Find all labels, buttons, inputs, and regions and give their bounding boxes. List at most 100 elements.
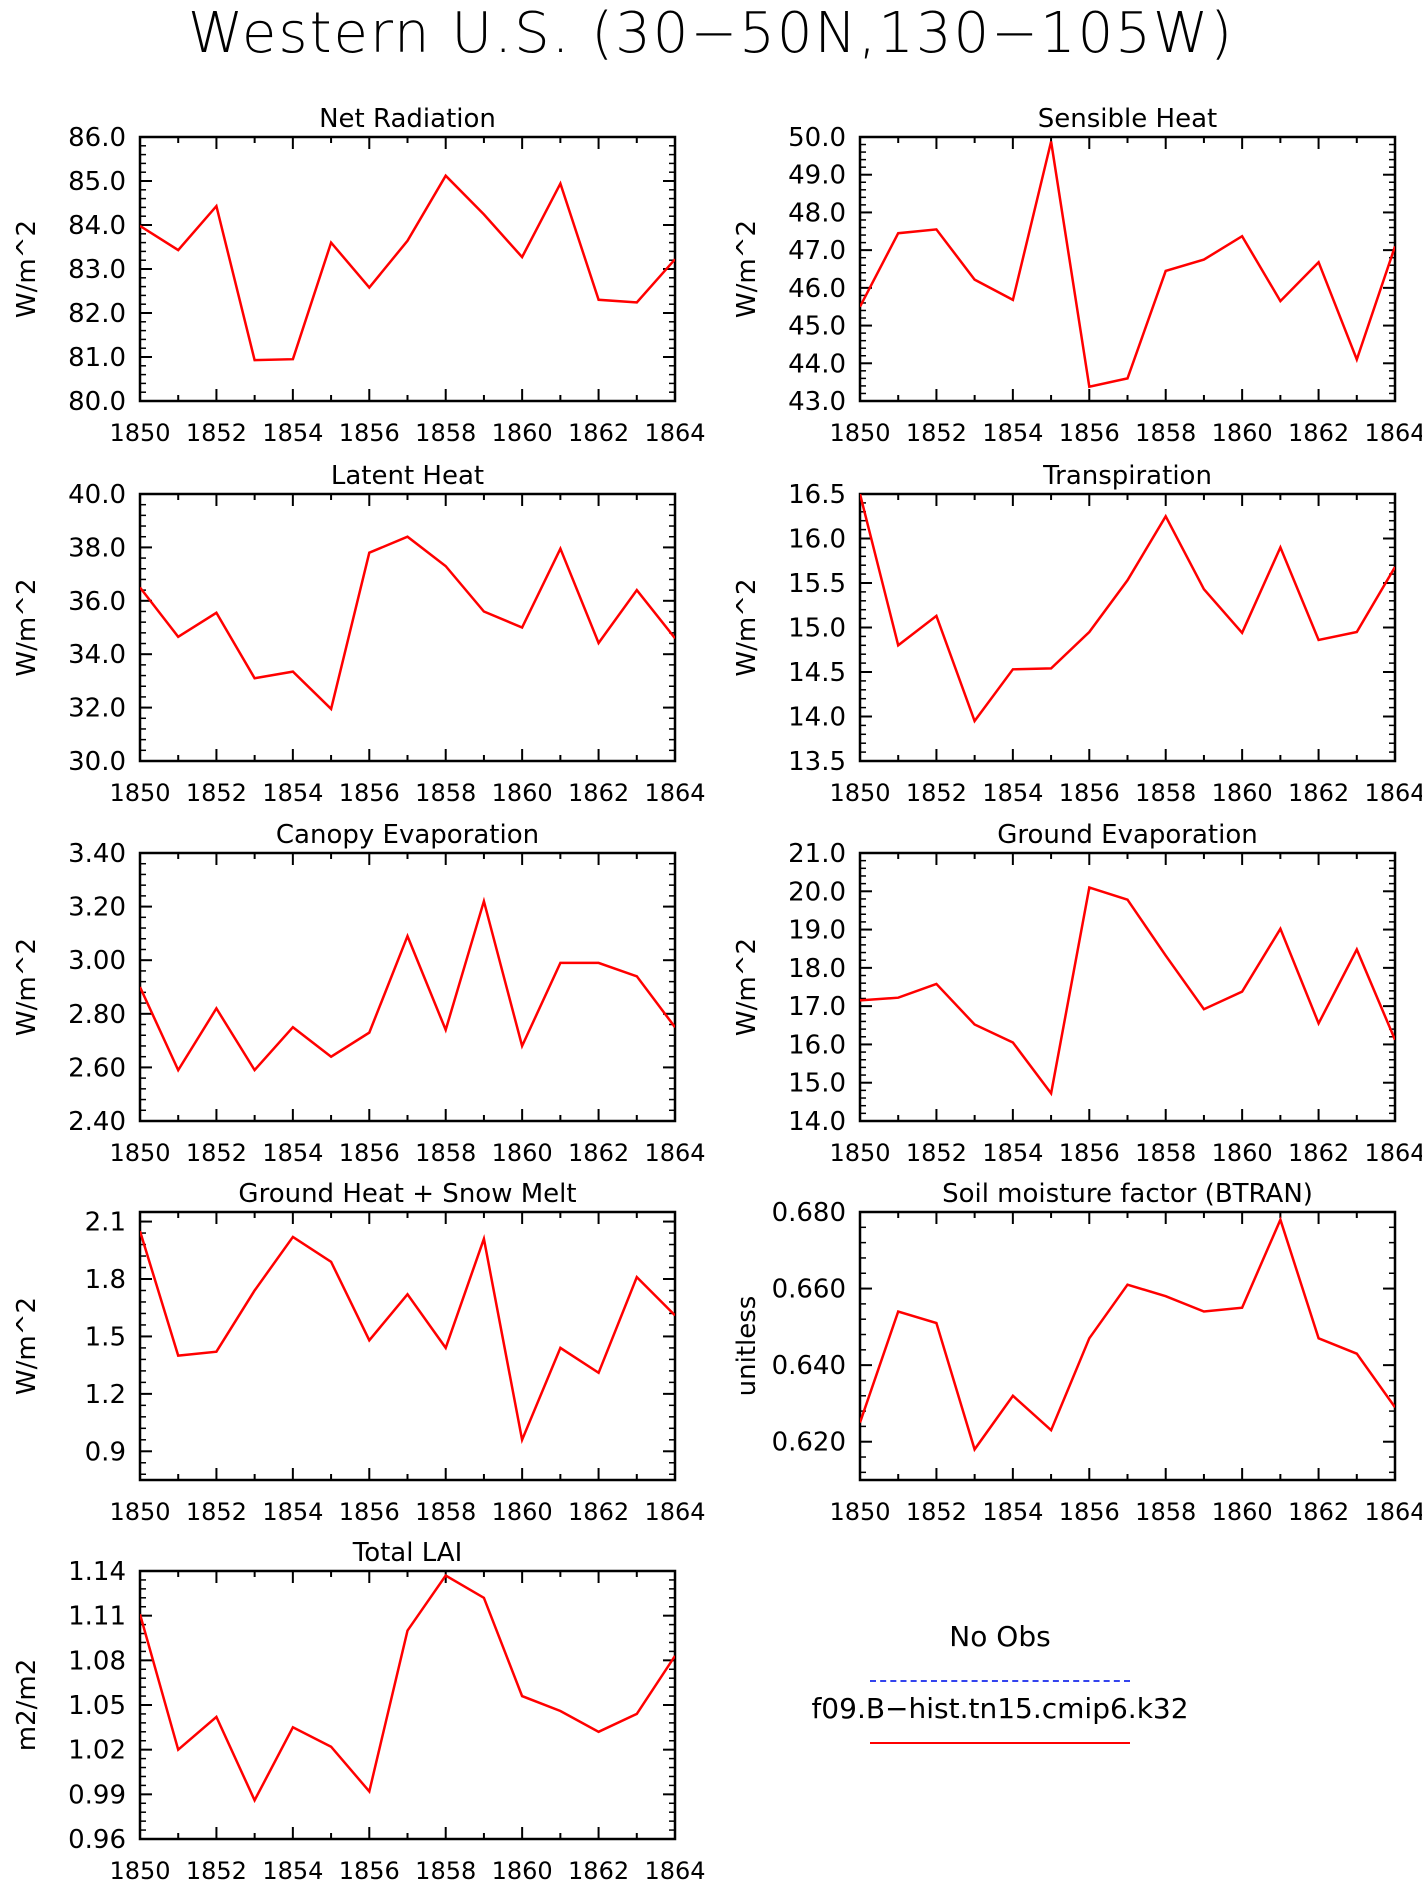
- y-tick-label: 16.0: [788, 1030, 846, 1060]
- y-tick-label: 15.0: [788, 614, 846, 644]
- y-tick-label: 3.20: [68, 893, 126, 923]
- y-tick-label: 45.0: [788, 312, 846, 342]
- y-tick-label: 84.0: [68, 211, 126, 241]
- y-tick-label: 15.0: [788, 1069, 846, 1099]
- plot-frame: [858, 135, 1397, 403]
- y-tick-label: 2.80: [68, 1000, 126, 1030]
- y-tick-label: 81.0: [68, 343, 126, 373]
- y-axis-label: m2/m2: [12, 1659, 42, 1752]
- x-tick-label: 1856: [339, 1498, 400, 1526]
- x-tick-label: 1860: [492, 1139, 553, 1167]
- y-tick-label: 49.0: [788, 161, 846, 191]
- x-tick-label: 1850: [109, 779, 170, 807]
- legend: No Obs f09.B−hist.tn15.cmip6.k32: [740, 1620, 1260, 1760]
- x-tick-label: 1854: [262, 779, 323, 807]
- x-tick-label: 1862: [568, 1857, 629, 1885]
- y-tick-label: 44.0: [788, 349, 846, 379]
- chart-panel-1: 1850 1852 1854 1856 1858 1860 1862 1864 80.0 81.0…: [12, 104, 706, 447]
- x-tick-label: 1864: [644, 1498, 705, 1526]
- y-tick-label: 18.0: [788, 954, 846, 984]
- series-line: [140, 173, 675, 362]
- x-tick-label: 1852: [186, 419, 247, 447]
- chart-panel-6: 1850 1852 1854 1856 1858 1860 1862 1864 14.0 15.0…: [732, 820, 1422, 1167]
- x-tick-label: 1862: [568, 1139, 629, 1167]
- y-tick-label: 14.0: [788, 703, 846, 733]
- x-tick-label: 1854: [262, 419, 323, 447]
- x-tick-label: 1850: [109, 1139, 170, 1167]
- series-line: [860, 885, 1395, 1097]
- x-tick-label: 1856: [339, 779, 400, 807]
- plot-frame: [858, 1210, 1397, 1482]
- y-tick-label: 47.0: [788, 236, 846, 266]
- x-tick-label: 1850: [829, 1139, 890, 1167]
- y-tick-label: 0.640: [772, 1351, 846, 1381]
- x-tick-label: 1850: [829, 1498, 890, 1526]
- y-tick-label: 17.0: [788, 992, 846, 1022]
- y-tick-label: 0.96: [68, 1825, 126, 1855]
- chart-title: Canopy Evaporation: [276, 820, 539, 850]
- y-tick-label: 0.99: [68, 1780, 126, 1810]
- x-tick-label: 1852: [186, 1498, 247, 1526]
- x-tick-label: 1864: [1364, 1139, 1422, 1167]
- y-tick-label: 1.14: [68, 1557, 126, 1587]
- y-axis-label: W/m^2: [12, 1297, 42, 1395]
- x-tick-label: 1864: [1364, 779, 1422, 807]
- x-tick-label: 1852: [906, 1498, 967, 1526]
- x-tick-label: 1852: [186, 1857, 247, 1885]
- y-tick-label: 38.0: [68, 533, 126, 563]
- x-tick-label: 1850: [109, 1498, 170, 1526]
- y-tick-label: 43.0: [788, 387, 846, 417]
- x-tick-label: 1854: [982, 779, 1043, 807]
- y-tick-label: 86.0: [68, 123, 126, 153]
- y-tick-label: 2.60: [68, 1053, 126, 1083]
- x-tick-label: 1854: [982, 1498, 1043, 1526]
- y-tick-label: 2.40: [68, 1107, 126, 1137]
- legend-line-obs: [870, 1680, 1130, 1682]
- series-line: [140, 1230, 675, 1445]
- y-tick-label: 15.5: [788, 569, 846, 599]
- legend-label-model: f09.B−hist.tn15.cmip6.k32: [811, 1692, 1189, 1725]
- x-tick-label: 1854: [982, 1139, 1043, 1167]
- chart-title: Sensible Heat: [1038, 104, 1217, 134]
- x-tick-label: 1858: [1135, 779, 1196, 807]
- series-line: [860, 1216, 1395, 1453]
- y-tick-label: 0.9: [85, 1437, 126, 1467]
- x-tick-label: 1858: [415, 779, 476, 807]
- chart-title: Latent Heat: [331, 461, 484, 491]
- x-tick-label: 1860: [1212, 1139, 1273, 1167]
- y-tick-label: 14.5: [788, 658, 846, 688]
- x-tick-label: 1850: [109, 1857, 170, 1885]
- y-tick-label: 36.0: [68, 587, 126, 617]
- y-tick-label: 16.0: [788, 525, 846, 555]
- x-tick-label: 1864: [644, 1857, 705, 1885]
- plot-frame: [138, 135, 677, 403]
- x-tick-label: 1854: [982, 419, 1043, 447]
- x-tick-label: 1860: [492, 419, 553, 447]
- x-tick-label: 1858: [415, 1139, 476, 1167]
- y-tick-label: 14.0: [788, 1107, 846, 1137]
- x-tick-label: 1858: [415, 1498, 476, 1526]
- series-line: [860, 494, 1395, 724]
- x-tick-label: 1854: [262, 1139, 323, 1167]
- x-tick-label: 1856: [339, 1139, 400, 1167]
- x-tick-label: 1862: [568, 1498, 629, 1526]
- x-tick-label: 1860: [1212, 779, 1273, 807]
- chart-panel-5: 1850 1852 1854 1856 1858 1860 1862 1864 2.40 2.60…: [12, 820, 706, 1167]
- y-axis-label: unitless: [732, 1296, 762, 1397]
- chart-title: Transpiration: [1042, 461, 1212, 491]
- chart-title: Ground Heat + Snow Melt: [238, 1179, 576, 1209]
- y-tick-label: 1.11: [68, 1602, 126, 1632]
- x-tick-label: 1852: [186, 779, 247, 807]
- x-tick-label: 1856: [1059, 1498, 1120, 1526]
- x-tick-label: 1858: [1135, 1498, 1196, 1526]
- x-tick-label: 1862: [1288, 1498, 1349, 1526]
- y-tick-label: 1.05: [68, 1691, 126, 1721]
- legend-label-obs: No Obs: [949, 1620, 1051, 1653]
- x-tick-label: 1852: [906, 419, 967, 447]
- y-tick-label: 1.08: [68, 1646, 126, 1676]
- chart-title: Soil moisture factor (BTRAN): [942, 1179, 1313, 1209]
- y-tick-label: 1.5: [85, 1322, 126, 1352]
- x-tick-label: 1854: [262, 1498, 323, 1526]
- y-tick-label: 16.5: [788, 480, 846, 510]
